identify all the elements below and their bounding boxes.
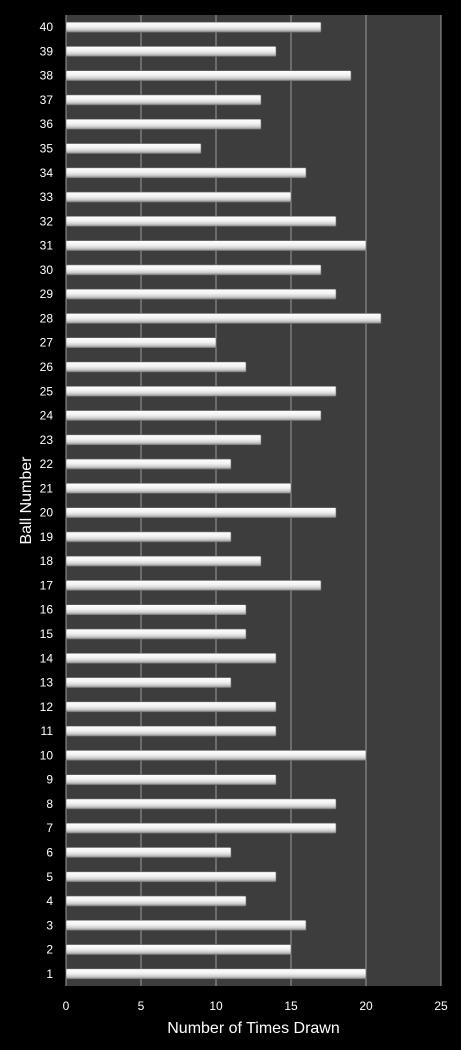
y-tick-label: 1 [46, 967, 53, 981]
y-tick-label: 23 [40, 433, 54, 447]
bar-ball-3 [65, 920, 307, 931]
y-tick-label: 37 [40, 93, 54, 107]
bar-ball-35 [65, 143, 202, 154]
bar-ball-40 [65, 21, 322, 33]
bar-ball-11 [65, 725, 277, 737]
y-tick-label: 6 [46, 845, 53, 859]
bar-ball-29 [65, 288, 337, 300]
bar-ball-25 [65, 385, 337, 397]
y-tick-label: 8 [46, 797, 53, 811]
bar-ball-21 [65, 483, 292, 494]
bar-ball-20 [65, 507, 337, 518]
bar-ball-10 [65, 750, 367, 761]
x-tick-labels: 0 5 10 15 20 25 [63, 999, 448, 1013]
bar-ball-18 [65, 555, 262, 567]
y-tick-label: 28 [40, 311, 54, 325]
y-tick-label: 33 [40, 190, 54, 204]
y-axis-title: Ball Number [18, 456, 35, 545]
bar-ball-39 [65, 46, 277, 57]
y-tick-label: 2 [46, 943, 53, 957]
y-tick-label: 10 [40, 748, 54, 762]
y-tick-label: 16 [40, 603, 54, 617]
y-tick-label: 4 [46, 894, 53, 908]
x-axis-title: Number of Times Drawn [167, 1020, 340, 1037]
y-tick-label: 40 [40, 20, 54, 34]
bar-ball-19 [65, 531, 232, 543]
bar-ball-26 [65, 361, 247, 373]
x-tick-label: 20 [359, 999, 373, 1013]
y-tick-label: 25 [40, 384, 54, 398]
bar-ball-31 [65, 240, 367, 251]
y-tick-labels: 1234567891011121314151617181920212223242… [40, 20, 54, 981]
bar-ball-38 [65, 70, 352, 81]
bar-ball-30 [65, 264, 322, 276]
y-tick-label: 27 [40, 336, 54, 350]
bar-ball-6 [65, 847, 232, 858]
y-tick-label: 12 [40, 700, 54, 714]
bar-ball-24 [65, 410, 322, 421]
y-tick-label: 3 [46, 918, 53, 932]
y-tick-label: 22 [40, 457, 54, 471]
bar-ball-15 [65, 628, 247, 640]
y-tick-label: 14 [40, 651, 54, 665]
y-tick-label: 24 [40, 409, 54, 423]
bar-ball-37 [65, 94, 262, 106]
bar-ball-16 [65, 604, 247, 616]
bar-ball-12 [65, 701, 277, 713]
plot-area [66, 15, 441, 986]
y-tick-label: 18 [40, 554, 54, 568]
y-tick-label: 31 [40, 239, 54, 253]
y-tick-label: 20 [40, 506, 54, 520]
bar-ball-23 [65, 434, 262, 446]
x-tick-label: 5 [138, 999, 145, 1013]
bar-ball-2 [65, 944, 292, 955]
bar-ball-34 [65, 167, 307, 179]
x-tick-label: 15 [284, 999, 298, 1013]
bar-ball-5 [65, 871, 277, 883]
y-tick-label: 39 [40, 44, 54, 58]
y-tick-label: 9 [46, 773, 53, 787]
y-tick-label: 13 [40, 676, 54, 690]
y-tick-label: 38 [40, 69, 54, 83]
x-tick-label: 10 [209, 999, 223, 1013]
y-tick-label: 5 [46, 870, 53, 884]
x-tick-label: 0 [63, 999, 70, 1013]
y-tick-label: 11 [41, 724, 54, 738]
bar-ball-7 [65, 822, 337, 834]
y-tick-label: 34 [40, 166, 54, 180]
bar-ball-14 [65, 652, 277, 664]
y-tick-label: 30 [40, 263, 54, 277]
bar-ball-1 [65, 968, 367, 980]
y-tick-label: 26 [40, 360, 54, 374]
bar-ball-8 [65, 798, 337, 810]
bar-ball-36 [65, 118, 262, 130]
bar-ball-28 [65, 313, 382, 324]
y-tick-label: 19 [40, 530, 54, 544]
bar-ball-17 [65, 580, 322, 591]
bar-ball-9 [65, 774, 277, 785]
bar-ball-32 [65, 216, 337, 227]
y-tick-label: 29 [40, 287, 54, 301]
y-tick-label: 36 [40, 117, 54, 131]
bar-ball-27 [65, 337, 217, 349]
bars [65, 21, 382, 980]
y-tick-label: 21 [40, 481, 54, 495]
bar-ball-4 [65, 895, 247, 907]
y-tick-label: 7 [46, 821, 53, 835]
y-tick-label: 15 [40, 627, 54, 641]
bar-ball-33 [65, 191, 292, 203]
x-tick-label: 25 [434, 999, 448, 1013]
y-tick-label: 35 [40, 142, 54, 156]
bar-ball-22 [65, 458, 232, 470]
bar-ball-13 [65, 677, 232, 688]
y-tick-label: 32 [40, 214, 54, 228]
y-tick-label: 17 [40, 578, 54, 592]
